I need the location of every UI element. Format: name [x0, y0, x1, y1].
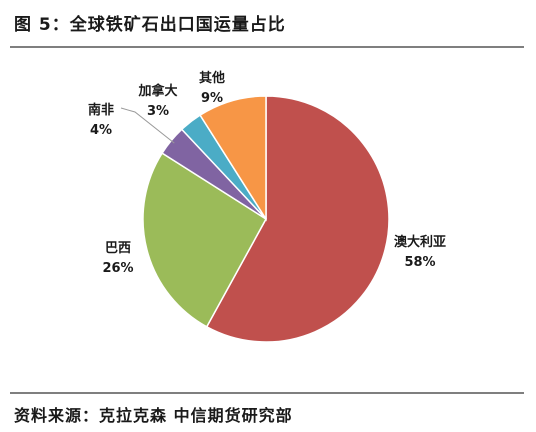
- slice-percent: 26%: [102, 261, 133, 276]
- slice-name: 澳大利亚: [394, 234, 446, 250]
- source-divider: [10, 392, 524, 394]
- pie-slice-1: [205, 95, 390, 343]
- slice-name: 南非: [88, 102, 114, 118]
- title-divider: [10, 46, 524, 48]
- figure-title: 图 5：全球铁矿石出口国运量占比: [14, 15, 286, 35]
- slice-name: 巴西: [105, 241, 131, 256]
- slice-percent: 3%: [147, 104, 169, 119]
- pie-slices: [142, 95, 390, 343]
- slice-percent: 58%: [404, 255, 435, 270]
- leader-line-3: [120, 107, 175, 144]
- leader-lines: [120, 107, 175, 144]
- slice-name: 加拿大: [137, 83, 177, 99]
- slice-label-4: 加拿大 3%: [137, 83, 177, 119]
- slice-name: 其他: [199, 70, 225, 86]
- slice-label-2: 巴西 26%: [102, 241, 133, 276]
- slice-label-5: 其他 9%: [199, 70, 225, 106]
- slice-label-3: 南非 4%: [88, 102, 114, 138]
- pie-slice-2: [142, 152, 267, 328]
- slice-label-1: 澳大利亚 58%: [394, 234, 446, 270]
- slice-percent: 9%: [201, 91, 223, 106]
- source-note: 资料来源：克拉克森 中信期货研究部: [14, 406, 293, 425]
- slice-percent: 4%: [90, 123, 112, 138]
- pie-slice-5: [199, 95, 267, 222]
- slice-labels: 澳大利亚 58% 巴西 26% 南非 4% 加拿大 3% 其他 9%: [88, 70, 446, 276]
